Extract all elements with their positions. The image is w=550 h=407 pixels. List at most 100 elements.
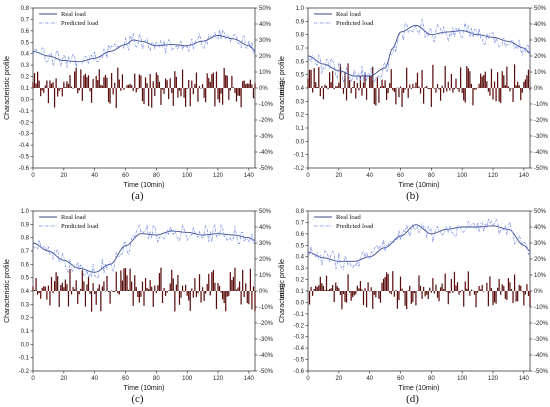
error-bar bbox=[365, 88, 368, 100]
error-bar bbox=[520, 285, 522, 292]
error-bar bbox=[404, 88, 406, 90]
error-bar bbox=[92, 283, 94, 292]
error-bar bbox=[416, 72, 419, 89]
error-bar bbox=[40, 291, 42, 299]
error-bar bbox=[135, 287, 137, 292]
y2-tick-label: -10% bbox=[534, 305, 549, 311]
error-bar bbox=[188, 80, 190, 89]
error-bar bbox=[492, 88, 494, 100]
error-bar bbox=[84, 73, 87, 89]
error-bar bbox=[483, 291, 485, 292]
error-bar bbox=[226, 75, 228, 89]
x-tick-label: 80 bbox=[153, 376, 160, 382]
error-bar bbox=[237, 88, 239, 96]
error-bar bbox=[384, 80, 386, 89]
error-bar bbox=[443, 289, 445, 292]
error-bar bbox=[50, 83, 53, 89]
error-bar bbox=[455, 285, 457, 292]
error-bar bbox=[467, 68, 469, 89]
y2-tick-label: -30% bbox=[534, 134, 549, 140]
error-bar bbox=[50, 276, 53, 292]
y-axis-label: Characteristic profile bbox=[279, 56, 286, 120]
error-bar bbox=[185, 88, 187, 107]
real-load-line bbox=[307, 24, 531, 77]
error-bar bbox=[446, 88, 448, 92]
error-bar bbox=[209, 291, 211, 296]
error-bar bbox=[526, 75, 528, 89]
error-bar bbox=[426, 85, 428, 89]
error-bar bbox=[328, 72, 331, 89]
error-bar bbox=[117, 291, 119, 294]
y2-tick-label: -50% bbox=[259, 369, 274, 375]
error-bar bbox=[521, 291, 523, 292]
x-tick-label: 80 bbox=[428, 173, 435, 179]
error-bar bbox=[379, 86, 382, 89]
panel-label-a: (a) bbox=[131, 190, 144, 202]
error-bar bbox=[524, 291, 526, 295]
y2-tick-label: 0% bbox=[534, 86, 543, 92]
error-bar bbox=[362, 82, 365, 89]
error-bar bbox=[111, 73, 113, 89]
y-tick-label: 0.5 bbox=[296, 243, 305, 249]
error-bar bbox=[339, 291, 341, 295]
error-bar bbox=[518, 85, 520, 89]
error-bar bbox=[523, 81, 525, 89]
error-bar bbox=[312, 291, 314, 296]
y2-tick-label: 20% bbox=[534, 257, 547, 263]
error-bar bbox=[483, 74, 485, 89]
error-bar bbox=[517, 81, 519, 89]
error-bar bbox=[78, 291, 80, 295]
error-bar bbox=[161, 88, 164, 90]
error-bar bbox=[90, 291, 93, 312]
error-bar bbox=[429, 287, 431, 292]
y-tick-label: 1.0 bbox=[296, 6, 305, 12]
error-bar bbox=[395, 290, 397, 292]
error-bar bbox=[240, 88, 242, 108]
error-bar bbox=[473, 291, 476, 295]
error-bar bbox=[390, 291, 392, 295]
error-bar bbox=[324, 84, 326, 89]
error-bar bbox=[140, 75, 142, 89]
error-bar bbox=[338, 288, 340, 292]
error-bar bbox=[426, 291, 428, 295]
y2-tick-label: -40% bbox=[534, 150, 549, 156]
error-bar bbox=[200, 88, 202, 89]
y2-tick-label: -50% bbox=[534, 369, 549, 375]
error-bar bbox=[413, 291, 415, 294]
x-tick-label: 40 bbox=[366, 173, 373, 179]
error-bar bbox=[234, 267, 236, 292]
error-bar bbox=[328, 289, 331, 292]
error-bar bbox=[335, 86, 337, 89]
error-bar bbox=[463, 88, 465, 101]
error-bar bbox=[321, 283, 323, 292]
error-bar bbox=[359, 75, 362, 89]
error-bar bbox=[33, 289, 36, 292]
error-bar bbox=[452, 291, 454, 293]
real-load-line bbox=[32, 34, 256, 63]
error-bar bbox=[124, 268, 127, 292]
x-tick-label: 20 bbox=[335, 376, 342, 382]
error-bar bbox=[401, 288, 403, 292]
x-tick-label: 100 bbox=[457, 376, 468, 382]
error-bar bbox=[41, 88, 43, 91]
error-bar bbox=[66, 284, 68, 292]
x-tick-label: 40 bbox=[91, 173, 98, 179]
error-bar bbox=[152, 291, 154, 307]
error-bar bbox=[350, 88, 352, 94]
x-tick-label: 60 bbox=[122, 173, 129, 179]
y-tick-label: -0.3 bbox=[19, 132, 30, 138]
error-bar bbox=[472, 88, 474, 106]
predicted-load-line bbox=[32, 223, 256, 280]
error-bar bbox=[393, 88, 395, 93]
error-bar bbox=[64, 87, 66, 89]
y-tick-label: 0.5 bbox=[21, 40, 30, 46]
error-bar bbox=[375, 88, 377, 106]
error-bar bbox=[118, 291, 120, 295]
error-bar bbox=[149, 280, 151, 292]
error-bar bbox=[229, 88, 231, 91]
error-bar bbox=[123, 268, 125, 292]
predicted-load-line bbox=[307, 218, 531, 271]
y-tick-label: 0.4 bbox=[21, 289, 30, 295]
error-bar bbox=[141, 88, 144, 102]
error-bar bbox=[480, 73, 482, 89]
